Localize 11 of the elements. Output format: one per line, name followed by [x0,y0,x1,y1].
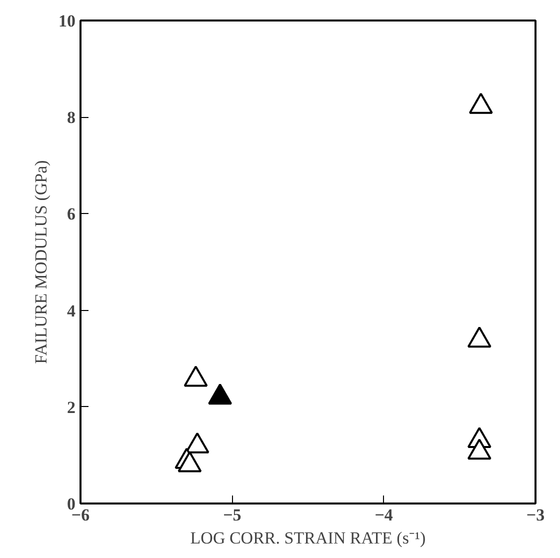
y-tick-label: 6 [67,204,76,224]
y-tick-label: 10 [58,12,76,30]
x-tick-label: −4 [374,506,394,524]
x-tick-label: −5 [223,506,242,524]
y-tick-label: 8 [67,108,76,128]
y-axis-title: FAILURE MODULUS (GPa) [32,160,50,364]
y-tick-label: 4 [67,301,76,320]
x-axis-title: LOG CORR. STRAIN RATE (s⁻¹) [190,528,426,548]
y-tick-label: 0 [67,494,76,514]
x-tick-label: −3 [526,506,545,524]
y-tick-label: 2 [67,398,76,417]
